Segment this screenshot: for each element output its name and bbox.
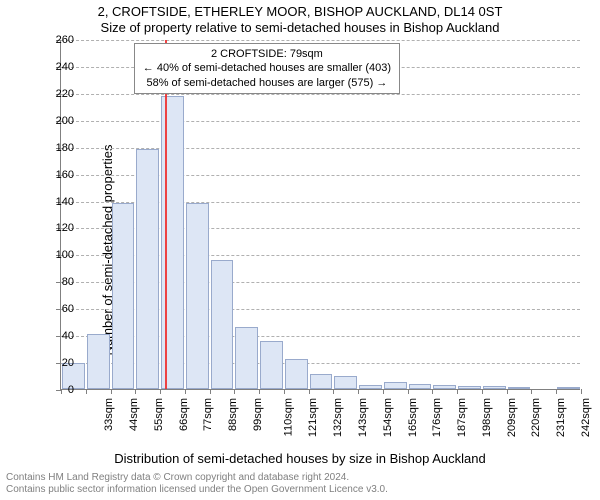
xtick-mark [482,389,483,394]
histogram-bar [557,387,580,389]
xtick-label: 44sqm [128,398,140,431]
xtick-mark [234,389,235,394]
xtick-label: 121sqm [308,398,320,437]
xtick-label: 209sqm [506,398,518,437]
chart-subtitle: Size of property relative to semi-detach… [0,20,600,35]
ytick-label: 40 [62,330,74,342]
histogram-bar [384,382,407,389]
histogram-bar [409,384,432,389]
xtick-mark [358,389,359,394]
ytick-label: 100 [56,249,74,261]
x-axis-label: Distribution of semi-detached houses by … [0,451,600,466]
histogram-bar [285,359,308,389]
histogram-bar [136,149,159,389]
ytick-mark [56,309,61,310]
xtick-mark [259,389,260,394]
property-info-box: 2 CROFTSIDE: 79sqm← 40% of semi-detached… [134,43,400,94]
xtick-mark [556,389,557,394]
histogram-bar [458,386,481,389]
xtick-mark [284,389,285,394]
xtick-label: 132sqm [332,398,344,437]
histogram-bar [334,376,357,389]
xtick-label: 231sqm [555,398,567,437]
ytick-mark [56,282,61,283]
chart-plot-area: 2 CROFTSIDE: 79sqm← 40% of semi-detached… [60,40,580,390]
xtick-mark [309,389,310,394]
xtick-mark [210,389,211,394]
ytick-label: 0 [68,384,74,396]
xtick-label: 55sqm [153,398,165,431]
histogram-bar [87,334,110,389]
ytick-mark [56,336,61,337]
histogram-bar [508,387,531,389]
histogram-bar [211,260,234,389]
xtick-mark [185,389,186,394]
xtick-mark [383,389,384,394]
xtick-mark [111,389,112,394]
xtick-mark [61,389,62,394]
grid-line [61,121,580,122]
xtick-label: 220sqm [530,398,542,437]
histogram-bar [483,386,506,389]
xtick-label: 165sqm [407,398,419,437]
xtick-mark [333,389,334,394]
xtick-label: 242sqm [580,398,592,437]
ytick-label: 260 [56,34,74,46]
grid-line [61,40,580,41]
ytick-label: 180 [56,142,74,154]
xtick-label: 187sqm [456,398,468,437]
xtick-label: 143sqm [357,398,369,437]
ytick-label: 80 [62,276,74,288]
histogram-bar [112,203,135,389]
histogram-bar [433,385,456,389]
ytick-label: 60 [62,303,74,315]
xtick-mark [457,389,458,394]
xtick-mark [581,389,582,394]
footer-line-2: Contains public sector information licen… [6,484,388,496]
histogram-bar [186,203,209,389]
ytick-label: 140 [56,196,74,208]
xtick-label: 77sqm [202,398,214,431]
ytick-mark [56,363,61,364]
xtick-mark [135,389,136,394]
xtick-label: 176sqm [431,398,443,437]
histogram-bar [235,327,258,389]
ytick-label: 200 [56,115,74,127]
chart-footer: Contains HM Land Registry data © Crown c… [6,472,388,496]
xtick-label: 99sqm [252,398,264,431]
xtick-mark [507,389,508,394]
xtick-mark [408,389,409,394]
ytick-label: 240 [56,61,74,73]
xtick-label: 110sqm [282,398,294,436]
chart-title: 2, CROFTSIDE, ETHERLEY MOOR, BISHOP AUCK… [0,4,600,19]
ytick-label: 120 [56,222,74,234]
xtick-label: 66sqm [178,398,190,431]
ytick-label: 220 [56,88,74,100]
histogram-bar [359,385,382,389]
info-line-3: 58% of semi-detached houses are larger (… [143,76,391,90]
xtick-mark [531,389,532,394]
xtick-mark [160,389,161,394]
histogram-bar [310,374,333,389]
histogram-bar [260,341,283,389]
grid-line [61,94,580,95]
footer-line-1: Contains HM Land Registry data © Crown c… [6,472,388,484]
info-line-1: 2 CROFTSIDE: 79sqm [143,47,391,61]
xtick-label: 198sqm [481,398,493,437]
xtick-label: 88sqm [227,398,239,431]
ytick-label: 160 [56,169,74,181]
xtick-mark [86,389,87,394]
xtick-label: 154sqm [382,398,394,437]
ytick-label: 20 [62,357,74,369]
info-line-2: ← 40% of semi-detached houses are smalle… [143,61,391,75]
xtick-label: 33sqm [103,398,115,431]
xtick-mark [432,389,433,394]
